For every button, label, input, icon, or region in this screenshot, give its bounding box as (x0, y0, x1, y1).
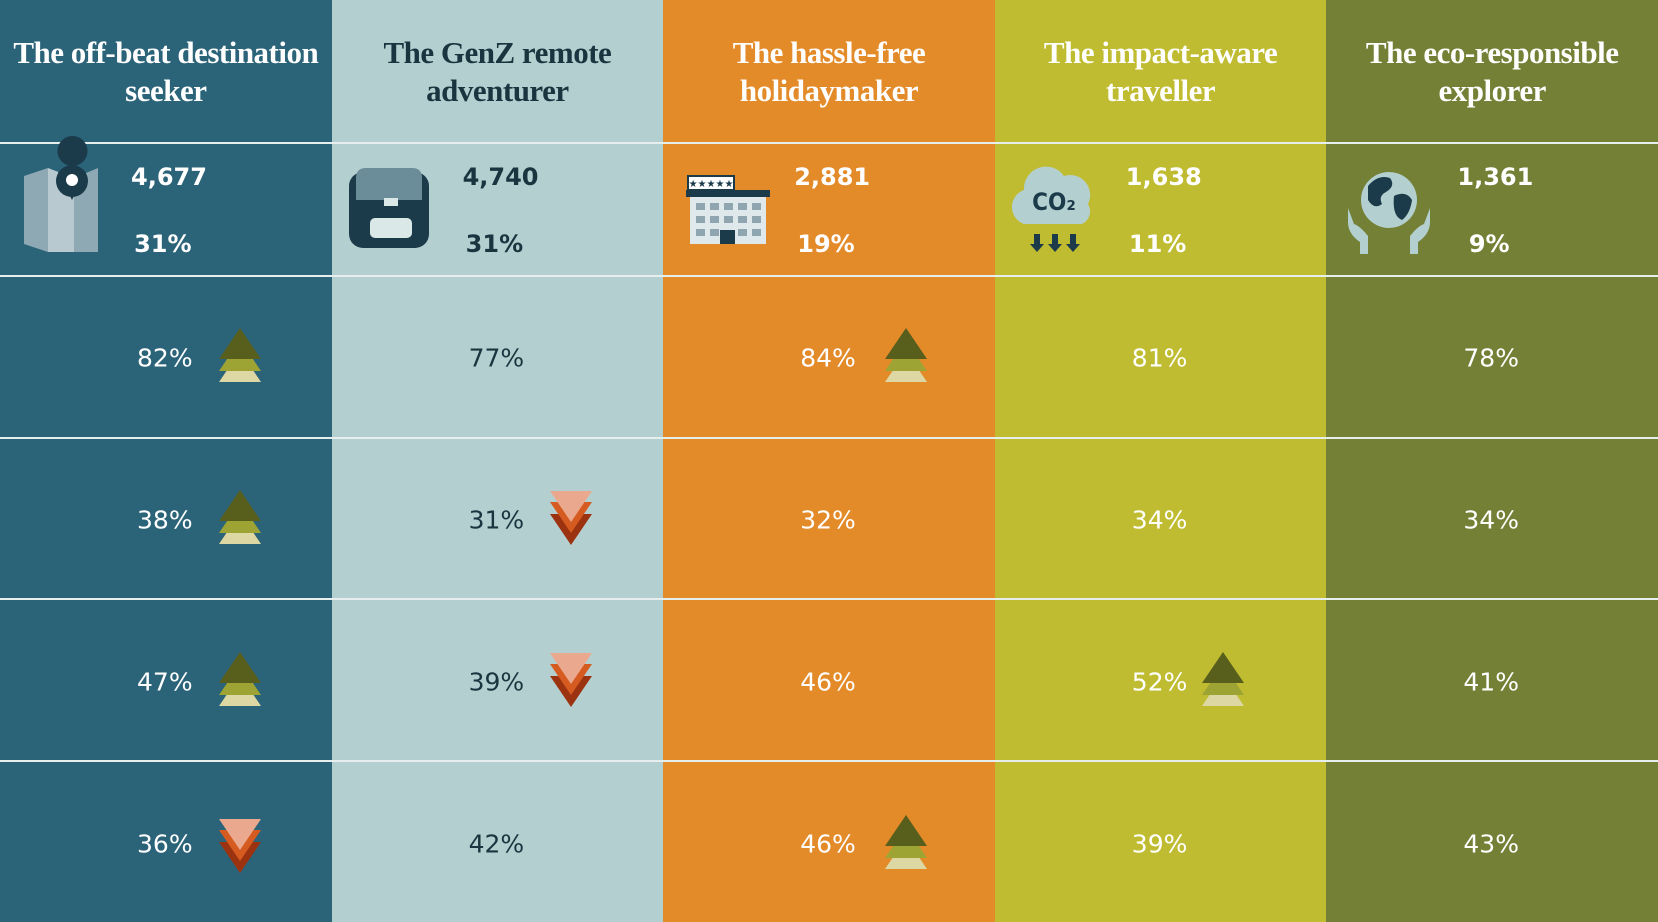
persona-count: 4,677 (131, 163, 207, 191)
row-divider (0, 598, 1658, 600)
map-icon (24, 136, 98, 252)
persona-count: 1,638 (1125, 163, 1202, 191)
persona-column: The GenZ remote adventurer 4,740 31% 77% 31%… (331, 0, 665, 922)
persona-column: The off-beat destination seeker 4,677 31% 8… (0, 0, 333, 922)
value-cell: 41% (1463, 667, 1519, 697)
value-cell: 46% (800, 667, 856, 697)
value-cell: 84% (800, 343, 856, 373)
trend-up (885, 815, 927, 869)
value-cell: 77% (468, 343, 525, 373)
trend-up (885, 328, 927, 382)
row-divider (0, 275, 1658, 277)
row-divider (0, 142, 1658, 144)
value-cell: 36% (137, 829, 193, 859)
value-cell: 42% (468, 829, 525, 859)
value-cell: 43% (1463, 829, 1519, 859)
trend-up (1202, 652, 1244, 706)
co2-icon: CO₂ (1011, 166, 1091, 252)
persona-column: The impact-aware traveller 1,638 11% 81% 34%… (994, 0, 1328, 922)
persona-title: The hassle-free holidaymaker (732, 35, 926, 108)
value-cell: 46% (800, 829, 856, 859)
trend-up (219, 490, 261, 544)
persona-share: 9% (1468, 230, 1510, 258)
svg-text:CO₂: CO₂ (1032, 188, 1076, 216)
value-cell: 78% (1463, 343, 1519, 373)
trend-up (219, 652, 261, 706)
persona-column: The hassle-free holidaymaker 2,881 19% 84% 3… (663, 0, 996, 922)
row-divider (0, 760, 1658, 762)
value-cell: 81% (1131, 343, 1188, 373)
persona-share: 11% (1128, 230, 1187, 258)
persona-share: 19% (797, 230, 855, 258)
trend-down (219, 819, 261, 873)
backpack-icon (349, 168, 429, 248)
value-cell: 82% (137, 343, 193, 373)
trend-up (219, 328, 261, 382)
value-cell: 34% (1463, 505, 1519, 535)
value-cell: 31% (468, 505, 525, 535)
svg-text:★★★★★: ★★★★★ (689, 179, 734, 190)
trend-down (550, 491, 592, 545)
persona-title: The GenZ remote adventurer (383, 35, 612, 108)
persona-count: 1,361 (1457, 163, 1534, 191)
persona-title: The eco-responsible explorer (1365, 35, 1619, 108)
value-cell: 39% (468, 667, 525, 697)
persona-count: 4,740 (462, 163, 539, 191)
persona-column: The eco-responsible explorer 1,361 9% 78% 34… (1326, 0, 1658, 922)
trend-down (550, 653, 592, 707)
persona-share: 31% (465, 230, 524, 258)
persona-count: 2,881 (794, 163, 871, 191)
value-cell: 32% (800, 505, 856, 535)
globe-icon (1348, 172, 1430, 254)
value-cell: 47% (137, 667, 193, 697)
value-cell: 39% (1131, 829, 1188, 859)
persona-share: 31% (134, 230, 192, 258)
value-cell: 52% (1131, 667, 1188, 697)
value-cell: 38% (137, 505, 193, 535)
persona-title: The off-beat destination seeker (13, 35, 319, 108)
hotel-icon: ★★★★★ (686, 175, 770, 244)
persona-title: The impact-aware traveller (1043, 35, 1278, 108)
row-divider (0, 437, 1658, 439)
value-cell: 34% (1131, 505, 1188, 535)
